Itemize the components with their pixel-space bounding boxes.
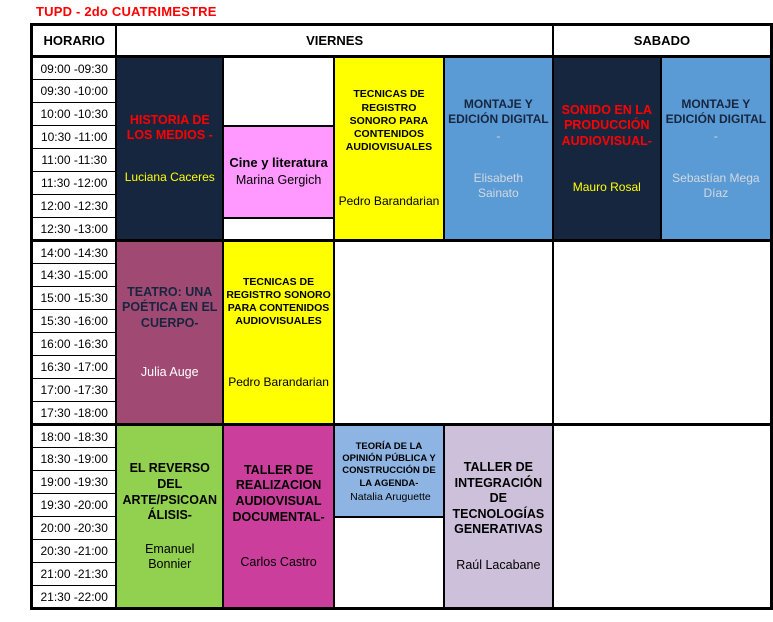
time-slot-cell: 12:30 -13:00 xyxy=(30,217,117,241)
sabado-header-cell: SABADO xyxy=(551,23,773,58)
time-slot-cell: 17:00 -17:30 xyxy=(30,378,117,402)
course-title: EL REVERSO DEL ARTE/PSICOANÁLISIS- xyxy=(122,461,217,523)
time-slot-cell: 11:30 -12:00 xyxy=(30,171,117,195)
course-block-tecnicas-registro-sonoro-pm: TECNICAS DE REGISTRO SONORO PARA CONTENI… xyxy=(222,239,336,426)
course-block-teatro-poetica: TEATRO: UNA POÉTICA EN EL CUERPO- Julia … xyxy=(115,239,225,426)
course-title: TECNICAS DE REGISTRO SONORO PARA CONTENI… xyxy=(345,88,433,153)
course-dash: - xyxy=(713,129,718,144)
course-block-montaje-edicion-sabado: MONTAJE Y EDICIÓN DIGITAL - Sebastían Me… xyxy=(659,55,773,242)
time-slot-cell: 17:30 -18:00 xyxy=(30,401,117,425)
time-slot-cell: 11:00 -11:30 xyxy=(30,148,117,172)
course-block-montaje-edicion-viernes: MONTAJE Y EDICIÓN DIGITAL - Elisabeth Sa… xyxy=(442,55,554,242)
course-teacher: Emanuel Bonnier xyxy=(145,541,195,571)
course-teacher: Julia Auge xyxy=(140,365,199,380)
time-slot-cell: 18:00 -18:30 xyxy=(30,423,117,448)
course-block-historia-de-los-medios: HISTORIA DE LOS MEDIOS - Luciana Caceres xyxy=(115,55,225,242)
time-slot-cell: 19:30 -20:00 xyxy=(30,493,117,517)
empty-cell xyxy=(551,239,773,426)
time-slot-cell: 21:30 -22:00 xyxy=(30,585,117,609)
course-block-sonido-produccion: SONIDO EN LA PRODUCCIÓN AUDIOVISUAL- Mau… xyxy=(551,55,662,242)
horario-header-cell: HORARIO xyxy=(30,23,118,58)
course-block-cine-y-literatura: Cine y literatura Marina Gergich xyxy=(222,124,336,219)
empty-cell xyxy=(222,55,336,127)
course-title: MONTAJE Y EDICIÓN DIGITAL xyxy=(665,97,767,127)
course-title: MONTAJE Y EDICIÓN DIGITAL xyxy=(448,97,549,127)
time-slot-cell: 18:30 -19:00 xyxy=(30,447,117,471)
course-teacher: Pedro Barandarian xyxy=(228,374,329,389)
course-teacher: Marina Gergich xyxy=(235,172,322,187)
course-title: TALLER DE INTEGRACIÓN DE TECNOLOGÍAS GEN… xyxy=(452,459,545,537)
empty-cell xyxy=(333,515,445,610)
time-slot-cell: 20:30 -21:00 xyxy=(30,539,117,563)
course-block-taller-integracion-tecnologias: TALLER DE INTEGRACIÓN DE TECNOLOGÍAS GEN… xyxy=(442,423,554,610)
viernes-header-cell: VIERNES xyxy=(115,23,554,58)
course-title: Cine y literatura xyxy=(229,155,328,171)
time-slot-cell: 12:00 -12:30 xyxy=(30,194,117,218)
time-slot-cell: 16:30 -17:00 xyxy=(30,355,117,379)
time-slot-cell: 09:00 -09:30 xyxy=(30,56,117,80)
course-teacher: Natalia Aruguette xyxy=(350,491,431,504)
course-block-teoria-opinion-publica: TEORÍA DE LA OPINIÓN PÚBLICA Y CONSTRUCC… xyxy=(333,423,445,518)
schedule-table: HORARIO VIERNES SABADO 09:00 -09:30 HIST… xyxy=(30,23,773,610)
time-slot-cell: 19:00 -19:30 xyxy=(30,470,117,494)
time-slot-cell: 10:00 -10:30 xyxy=(30,102,117,126)
course-teacher: Carlos Castro xyxy=(240,555,317,570)
course-teacher: Mauro Rosal xyxy=(572,179,641,194)
empty-cell xyxy=(333,239,554,426)
course-dash: - xyxy=(496,129,501,144)
time-slot-cell: 09:30 -10:00 xyxy=(30,79,117,103)
course-title: TECNICAS DE REGISTRO SONORO PARA CONTENI… xyxy=(226,276,331,328)
time-slot-cell: 21:00 -21:30 xyxy=(30,562,117,586)
course-title: TALLER DE REALIZACION AUDIOVISUAL DOCUME… xyxy=(232,462,325,524)
time-slot-cell: 16:00 -16:30 xyxy=(30,332,117,356)
time-slot-cell: 14:00 -14:30 xyxy=(30,239,117,264)
time-slot-cell: 20:00 -20:30 xyxy=(30,516,117,540)
course-title: HISTORIA DE LOS MEDIOS - xyxy=(126,112,213,143)
course-title: SONIDO EN LA PRODUCCIÓN AUDIOVISUAL- xyxy=(561,102,652,149)
empty-cell xyxy=(222,216,336,242)
empty-cell xyxy=(551,423,773,610)
time-slot-cell: 15:00 -15:30 xyxy=(30,286,117,310)
course-title: TEATRO: UNA POÉTICA EN EL CUERPO- xyxy=(122,284,218,330)
course-teacher: Elisabeth Sainato xyxy=(473,171,524,200)
course-teacher: Sebastían Mega Díaz xyxy=(672,171,760,200)
time-slot-cell: 14:30 -15:00 xyxy=(30,263,117,287)
time-slot-cell: 15:30 -16:00 xyxy=(30,309,117,333)
course-block-taller-realizacion-audiovisual: TALLER DE REALIZACION AUDIOVISUAL DOCUME… xyxy=(222,423,336,610)
course-teacher: Raúl Lacabane xyxy=(456,558,541,573)
course-block-el-reverso-del-arte: EL REVERSO DEL ARTE/PSICOANÁLISIS- Emanu… xyxy=(115,423,225,610)
page-title: TUPD - 2do CUATRIMESTRE xyxy=(36,4,217,19)
course-teacher: Luciana Caceres xyxy=(124,169,215,184)
course-title: TEORÍA DE LA OPINIÓN PÚBLICA Y CONSTRUCC… xyxy=(342,440,436,489)
course-teacher: Pedro Barandarian xyxy=(338,194,440,209)
course-block-tecnicas-registro-sonoro-am: TECNICAS DE REGISTRO SONORO PARA CONTENI… xyxy=(333,55,445,242)
time-slot-cell: 10:30 -11:00 xyxy=(30,125,117,149)
